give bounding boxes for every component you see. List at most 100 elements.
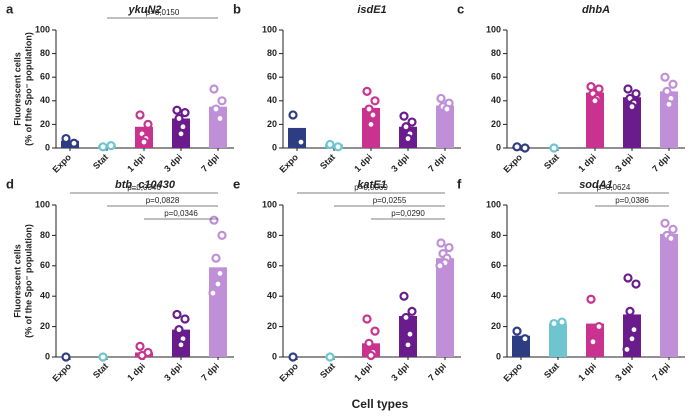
- data-point: [333, 142, 343, 152]
- y-tick-label: 0: [45, 351, 50, 361]
- y-tick-label: 60: [40, 72, 50, 82]
- bar: [623, 97, 641, 148]
- data-point: [629, 325, 639, 335]
- p-value: p=0,0346: [127, 183, 161, 192]
- chart-title: sodA1: [579, 179, 613, 191]
- y-tick-label: 20: [40, 119, 50, 129]
- x-tick-label: Expo: [501, 152, 524, 175]
- data-point: [405, 329, 415, 339]
- x-tick-label: 3 dpi: [389, 361, 411, 383]
- x-tick-label: Stat: [318, 152, 337, 171]
- data-point: [627, 102, 637, 112]
- data-point: [549, 318, 559, 329]
- data-point: [625, 306, 635, 316]
- y-tick-label: 40: [491, 95, 501, 105]
- y-tick-label: 20: [267, 119, 277, 129]
- panel-letter: c: [457, 1, 464, 16]
- data-point: [143, 119, 153, 130]
- y-tick-label: 80: [267, 48, 277, 58]
- x-tick-label: 7 dpi: [199, 152, 221, 174]
- data-point: [660, 218, 670, 228]
- x-tick-label: 1 dpi: [576, 152, 598, 174]
- data-point: [590, 96, 600, 106]
- data-point: [211, 104, 221, 114]
- x-tick-label: Expo: [501, 361, 524, 384]
- data-point: [178, 122, 188, 132]
- data-point: [174, 113, 184, 124]
- data-point: [594, 322, 604, 332]
- p-value: p=0,0290: [391, 209, 425, 218]
- data-point: [209, 84, 219, 94]
- y-tick-label: 100: [486, 24, 501, 34]
- y-tick-label: 20: [491, 321, 501, 331]
- bar: [660, 91, 678, 148]
- data-point: [98, 142, 108, 152]
- data-point: [549, 143, 559, 153]
- data-point: [662, 86, 672, 96]
- y-tick-label: 60: [491, 72, 501, 82]
- bar: [436, 258, 454, 357]
- data-point: [135, 110, 145, 120]
- y-tick-label: 80: [491, 48, 501, 58]
- data-point: [364, 338, 374, 348]
- data-point: [180, 314, 190, 324]
- x-tick-label: 7 dpi: [426, 152, 448, 174]
- p-value: p=0,0828: [146, 196, 180, 205]
- data-point: [135, 341, 145, 351]
- data-point: [586, 294, 596, 304]
- data-point: [623, 84, 633, 94]
- data-point: [407, 306, 417, 316]
- data-point: [69, 138, 79, 148]
- data-point: [288, 110, 298, 120]
- data-point: [436, 93, 446, 104]
- x-tick-label: 1 dpi: [125, 152, 147, 174]
- p-value: p=0,0255: [373, 196, 407, 205]
- data-point: [401, 312, 411, 323]
- x-tick-label: 3 dpi: [162, 361, 184, 383]
- data-point: [288, 352, 298, 362]
- y-tick-label: 60: [267, 72, 277, 82]
- data-point: [176, 340, 186, 350]
- data-point: [368, 110, 378, 120]
- data-point: [668, 79, 678, 89]
- chart-title: btb_c10430: [115, 179, 176, 191]
- x-tick-label: 7 dpi: [199, 361, 221, 383]
- p-value: p=0,0386: [615, 196, 649, 205]
- data-point: [172, 105, 182, 115]
- y-tick-label: 80: [491, 230, 501, 240]
- chart-title: isdE1: [357, 4, 386, 16]
- y-tick-label: 80: [40, 48, 50, 58]
- data-point: [370, 326, 380, 336]
- data-point: [366, 350, 376, 361]
- p-value: p=0,0346: [164, 209, 198, 218]
- bar: [549, 323, 567, 357]
- data-point: [666, 233, 676, 244]
- x-tick-label: Stat: [542, 152, 561, 171]
- data-point: [211, 253, 221, 263]
- y-tick-label: 0: [272, 142, 277, 152]
- data-point: [213, 279, 223, 289]
- data-point: [623, 273, 633, 283]
- data-point: [325, 352, 335, 362]
- y-tick-label: 40: [491, 291, 501, 301]
- data-point: [627, 334, 637, 344]
- x-tick-label: 7 dpi: [650, 152, 672, 174]
- y-tick-label: 40: [267, 95, 277, 105]
- data-point: [362, 86, 372, 96]
- data-point: [664, 99, 674, 109]
- y-tick-label: 80: [40, 230, 50, 240]
- y-tick-label: 100: [35, 199, 50, 209]
- x-tick-label: Stat: [318, 361, 337, 380]
- data-point: [520, 143, 530, 153]
- y-tick-label: 60: [267, 260, 277, 270]
- chart-title: ykuN2: [127, 4, 161, 16]
- panel-letter: a: [6, 1, 14, 16]
- data-point: [444, 242, 454, 253]
- data-point: [217, 96, 227, 106]
- chart-title: katE1: [357, 179, 386, 191]
- x-tick-label: 3 dpi: [613, 361, 635, 383]
- data-point: [296, 137, 306, 147]
- panel-letter: e: [233, 176, 240, 191]
- y-tick-label: 60: [491, 260, 501, 270]
- x-tick-label: 7 dpi: [650, 361, 672, 383]
